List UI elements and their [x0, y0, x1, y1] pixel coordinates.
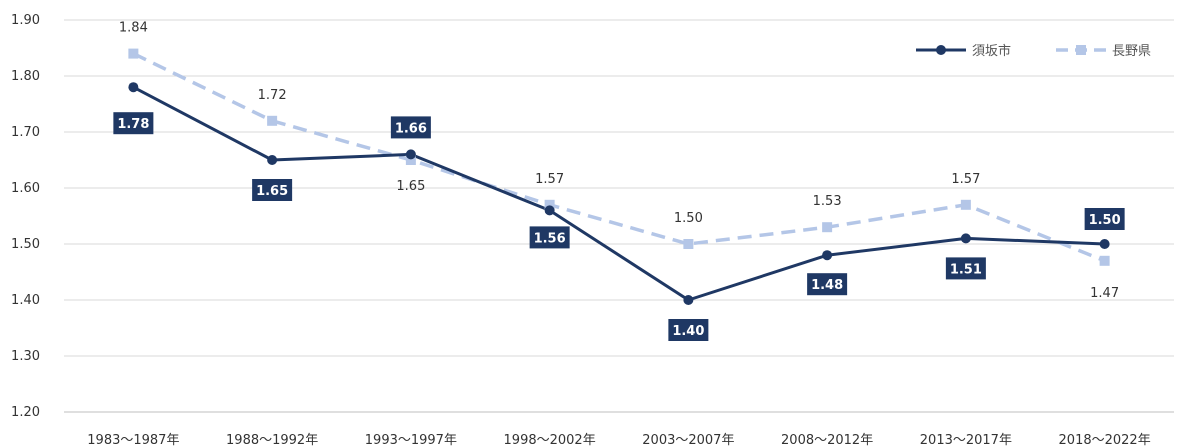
data-label-box	[252, 179, 293, 201]
data-label-box	[390, 116, 431, 139]
x-tick-label: 2018～2022年	[1059, 433, 1151, 448]
y-tick-label: 1.80	[11, 69, 40, 84]
y-tick-label: 1.70	[11, 125, 40, 140]
data-point	[128, 82, 139, 93]
data-label: 1.72	[258, 88, 287, 103]
data-label: 1.78	[117, 117, 149, 132]
data-point	[1099, 239, 1110, 249]
data-point	[822, 250, 833, 261]
data-label: 1.84	[119, 21, 148, 36]
x-tick-label: 1998～2002年	[504, 433, 596, 448]
y-tick-label: 1.60	[11, 181, 40, 196]
data-label: 1.65	[396, 179, 425, 194]
data-label: 1.57	[535, 172, 564, 187]
x-tick-label: 1988～1992年	[226, 433, 318, 448]
data-point	[960, 199, 971, 210]
series-markers-city	[128, 82, 1110, 305]
data-point	[544, 205, 555, 216]
x-tick-label: 1983～1987年	[87, 433, 179, 448]
series-markers-prefecture	[128, 48, 1110, 266]
data-label: 1.40	[672, 324, 704, 339]
data-label-box	[807, 273, 848, 296]
x-tick-label: 1993～1997年	[365, 433, 457, 448]
data-label: 1.50	[1089, 213, 1121, 228]
y-tick-label: 1.20	[11, 405, 40, 420]
y-axis-ticks: 1.20 1.30 1.40 1.50 1.60 1.70 1.80 1.90	[11, 13, 40, 420]
data-point	[128, 48, 139, 59]
data-point	[267, 115, 278, 126]
x-tick-label: 2013～2017年	[920, 433, 1012, 448]
y-tick-label: 1.90	[11, 13, 40, 28]
data-label: 1.48	[811, 278, 843, 293]
data-label: 1.65	[256, 184, 288, 199]
data-label-box	[945, 257, 986, 280]
data-label: 1.50	[674, 211, 703, 226]
data-point	[960, 233, 971, 244]
data-point	[683, 239, 694, 249]
series-line-city	[132, 85, 1105, 302]
y-tick-label: 1.50	[11, 237, 40, 252]
series-line-prefecture	[132, 52, 1106, 263]
data-label: 1.57	[951, 172, 980, 187]
x-tick-label: 2008～2012年	[781, 433, 873, 448]
data-label: 1.53	[813, 194, 842, 209]
data-label: 1.47	[1090, 286, 1119, 301]
y-tick-label: 1.40	[11, 293, 40, 308]
data-labels-city: 1.78 1.65 1.66 1.56 1.40 1.48 1.51 1.50	[113, 112, 1125, 341]
data-label-box	[1084, 208, 1125, 230]
data-label-box	[668, 319, 709, 341]
gridlines	[64, 19, 1174, 357]
y-tick-label: 1.30	[11, 349, 40, 364]
data-label: 1.51	[950, 262, 982, 277]
legend-label-prefecture: 長野県	[1112, 44, 1151, 59]
data-point	[405, 149, 416, 160]
legend: 須坂市 長野県	[916, 43, 1151, 59]
data-point	[405, 155, 416, 165]
data-point	[822, 222, 833, 233]
data-point	[1099, 255, 1110, 266]
legend-marker-prefecture	[1076, 45, 1086, 55]
data-label: 1.66	[395, 121, 427, 136]
x-axis-ticks: 1983～1987年 1988～1992年 1993～1997年 1998～2002年…	[87, 433, 1150, 448]
data-label: 1.56	[534, 231, 566, 246]
data-point	[544, 199, 555, 210]
data-point	[683, 295, 694, 305]
x-tick-label: 2003～2007年	[642, 433, 734, 448]
legend-marker-city	[936, 45, 946, 55]
data-labels-prefecture: 1.84 1.72 1.65 1.57 1.50 1.53 1.57 1.47	[119, 21, 1119, 301]
data-label-box	[113, 112, 154, 135]
legend-label-city: 須坂市	[972, 43, 1011, 59]
data-label-box	[529, 226, 570, 249]
data-point	[267, 155, 278, 165]
